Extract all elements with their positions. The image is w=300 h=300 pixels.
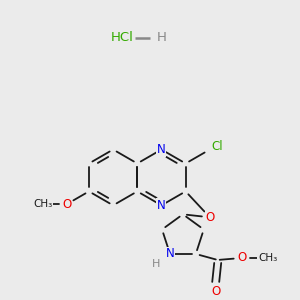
- Text: H: H: [157, 32, 167, 44]
- Text: O: O: [237, 251, 246, 265]
- Text: CH₃: CH₃: [258, 253, 277, 263]
- Text: CH₃: CH₃: [33, 199, 52, 209]
- Text: N: N: [166, 248, 174, 260]
- Text: N: N: [157, 199, 166, 212]
- Text: O: O: [62, 198, 71, 211]
- Text: H: H: [152, 259, 160, 269]
- Text: Cl: Cl: [212, 140, 223, 153]
- Text: N: N: [157, 143, 166, 156]
- Text: O: O: [205, 211, 214, 224]
- Text: HCl: HCl: [111, 32, 134, 44]
- Text: O: O: [211, 285, 220, 298]
